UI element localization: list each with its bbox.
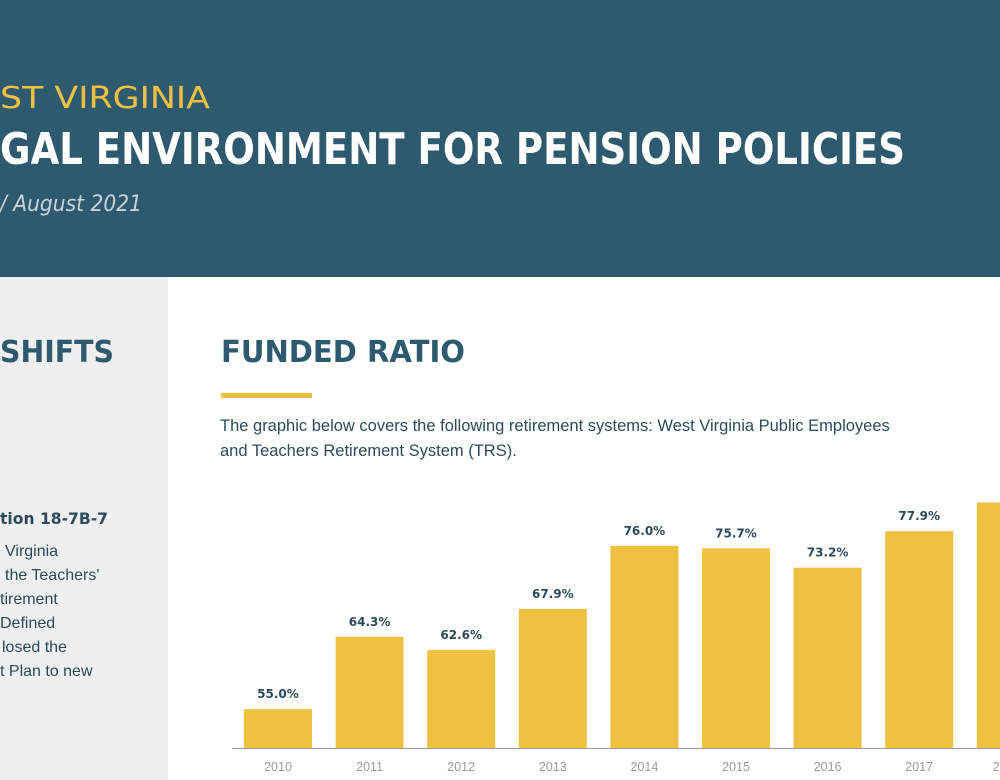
sidebar-line: the Teachers' (5, 567, 99, 584)
bar (793, 567, 862, 748)
sidebar-line: t Plan to new (0, 663, 93, 680)
heading-underline (221, 393, 312, 398)
x-tick-label: 2016 (814, 760, 842, 774)
bar (885, 531, 954, 748)
value-label: 55.0% (257, 687, 299, 701)
page-title: GAL ENVIRONMENT FOR PENSION POLICIES (0, 124, 905, 175)
section-heading: FUNDED RATIO (221, 335, 465, 370)
value-label: 64.3% (349, 615, 391, 629)
bar (976, 502, 1000, 748)
value-label: 67.9% (532, 587, 574, 601)
header-band (0, 0, 1000, 277)
value-label: 76.0% (624, 524, 666, 538)
sidebar-line: Defined (0, 615, 55, 632)
x-tick-label: 2017 (905, 760, 933, 774)
value-label: 73.2% (807, 546, 849, 560)
x-tick-label: 2010 (264, 760, 292, 774)
value-label: 77.9% (898, 509, 940, 523)
x-tick-label: 2014 (630, 760, 658, 774)
section-description: The graphic below covers the following r… (220, 417, 890, 435)
x-tick-label: 2012 (447, 760, 475, 774)
state-label: ST VIRGINIA (0, 81, 211, 116)
bar (427, 650, 496, 748)
date-label: / August 2021 (0, 192, 142, 217)
bar (702, 548, 770, 748)
x-tick-label: 2013 (539, 760, 567, 774)
sidebar-line: tirement (0, 591, 58, 608)
bar (244, 709, 312, 748)
x-tick-label: 2011 (356, 760, 383, 774)
x-tick-label: 2 (993, 760, 1000, 774)
section-description: and Teachers Retirement System (TRS). (220, 442, 517, 460)
sidebar-subheading: tion 18-7B-7 (0, 509, 108, 528)
sidebar-band (0, 277, 168, 780)
bar (335, 636, 404, 748)
sidebar-heading: SHIFTS (0, 335, 114, 370)
value-label: 62.6% (440, 628, 482, 642)
sidebar-line: Virginia (5, 543, 58, 560)
bar (610, 545, 679, 748)
value-label: 75.7% (715, 526, 757, 540)
bar (518, 608, 587, 748)
x-tick-label: 2015 (722, 760, 750, 774)
sidebar-line: losed the (2, 639, 67, 656)
